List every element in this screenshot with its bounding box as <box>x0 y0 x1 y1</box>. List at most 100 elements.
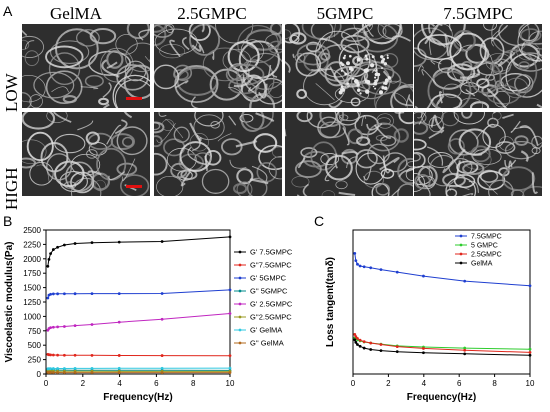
data-point <box>63 353 66 357</box>
data-point <box>49 292 52 296</box>
column-label-gelma: GelMA <box>50 4 102 23</box>
legend-label: GelMA <box>471 261 493 268</box>
legend-marker <box>238 289 242 293</box>
legend-label: G' GelMA <box>250 326 282 335</box>
data-point <box>422 274 425 278</box>
data-point <box>228 371 232 375</box>
data-point <box>422 351 425 355</box>
legend-label: 2.5GMPC <box>471 252 502 259</box>
x-tick-label: 4 <box>117 379 122 388</box>
x-tick-label: 6 <box>457 379 462 388</box>
x-tick-label: 8 <box>492 379 497 388</box>
data-point <box>356 343 359 346</box>
data-point <box>528 351 532 354</box>
data-point <box>353 338 357 342</box>
data-point <box>46 296 50 300</box>
data-point <box>379 349 383 352</box>
data-point <box>56 367 59 370</box>
data-point <box>354 335 358 338</box>
sem-image-low-gelma <box>22 24 150 108</box>
data-point <box>56 371 59 374</box>
legend-label: 5 GMPC <box>471 243 498 250</box>
data-point <box>90 371 94 374</box>
y-tick-label: 1000 <box>23 312 41 321</box>
data-point <box>463 279 467 283</box>
data-point <box>51 371 55 374</box>
y-tick-label: 1250 <box>23 298 41 307</box>
sem-image-high-5gmpc <box>285 112 413 196</box>
data-point <box>49 326 52 330</box>
data-point <box>369 266 373 270</box>
legend-marker <box>459 261 463 265</box>
data-point <box>369 341 373 345</box>
plot-frame <box>45 229 231 375</box>
data-point <box>354 340 358 344</box>
data-point <box>160 240 164 243</box>
data-point <box>56 353 59 357</box>
data-point <box>528 284 532 288</box>
data-point <box>228 288 232 292</box>
row-label-high: HIGH <box>2 167 21 211</box>
data-point <box>46 264 50 268</box>
y-tick-label: 2500 <box>23 226 41 235</box>
data-point <box>353 252 357 255</box>
data-point <box>362 265 366 269</box>
data-point <box>463 346 467 350</box>
sem-image-low-5gmpc <box>285 24 413 108</box>
y-axis-title: Viscoelastic modulus(Pa) <box>4 242 15 363</box>
data-point <box>463 352 467 356</box>
data-point <box>160 371 164 375</box>
sem-image-high-2-5gmpc <box>154 112 282 196</box>
y-tick-label: 1500 <box>23 284 41 293</box>
legend-marker <box>238 276 242 280</box>
data-point <box>73 371 77 374</box>
scale-bar <box>126 97 142 100</box>
data-point <box>49 367 52 371</box>
data-point <box>117 320 121 324</box>
y-tick-label: 2000 <box>23 255 41 264</box>
data-point <box>90 353 94 357</box>
data-point <box>90 323 94 326</box>
column-label-5gmpc: 5GMPC <box>316 4 374 23</box>
data-point <box>47 257 51 261</box>
data-point <box>63 371 66 374</box>
data-point <box>73 292 77 296</box>
y-axis-title: Loss tangent(tanδ) <box>325 257 336 347</box>
data-point <box>117 240 121 244</box>
modulus-chart: 0 2 4 6 8 10 0 250 500 750 1000 1250 1500 1750 2000 225… <box>4 226 293 403</box>
data-point <box>358 338 362 342</box>
data-point <box>117 371 121 375</box>
data-point <box>160 354 164 357</box>
x-axis-title: Frequency(Hz) <box>407 392 476 403</box>
data-point <box>49 252 52 256</box>
x-tick-label: 10 <box>226 379 235 388</box>
legend-label: G'' 5GMPC <box>250 287 288 296</box>
data-point <box>362 340 366 343</box>
data-point <box>160 366 164 370</box>
data-point <box>395 350 399 354</box>
data-point <box>117 366 121 370</box>
data-point <box>63 367 66 370</box>
x-tick-label: 10 <box>526 379 535 388</box>
legend-marker <box>238 328 242 332</box>
legend-marker <box>238 263 242 267</box>
data-point <box>49 371 52 374</box>
data-point <box>353 333 357 336</box>
x-tick-label: 0 <box>44 379 49 388</box>
x-tick-label: 0 <box>351 379 356 388</box>
data-point <box>354 259 358 262</box>
data-point <box>73 367 77 370</box>
data-point <box>160 292 164 295</box>
data-point <box>379 268 383 271</box>
column-label-7-5gmpc: 7.5GMPC <box>443 4 513 23</box>
data-point <box>160 317 164 321</box>
loss-tangent-chart: 0 2 4 6 8 10 Frequency(Hz) Loss tangent(tanδ) 7.… <box>325 229 535 403</box>
data-point <box>63 243 66 247</box>
data-point <box>63 292 66 296</box>
plot-frame <box>352 229 531 375</box>
data-point <box>422 347 425 350</box>
legend-label: G''2.5GMPC <box>250 313 292 322</box>
data-point <box>117 354 121 357</box>
data-point <box>358 264 362 268</box>
data-point <box>51 367 55 370</box>
